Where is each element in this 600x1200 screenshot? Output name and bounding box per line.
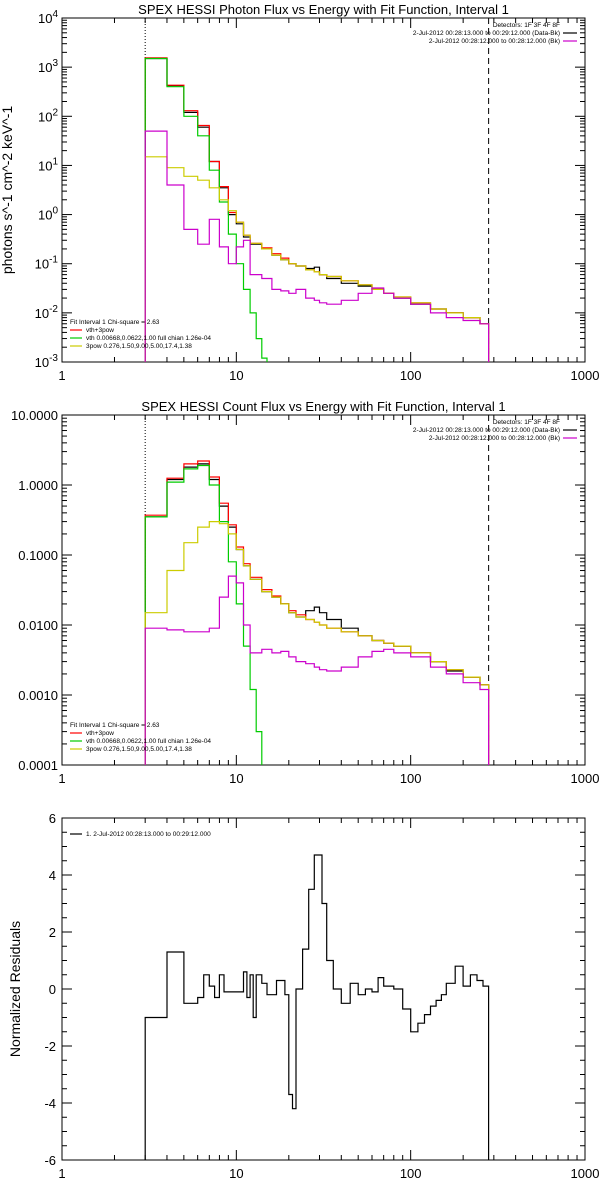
chart-title: SPEX HESSI Photon Flux vs Energy with Fi… xyxy=(138,2,509,17)
y-axis: 10-3 10-2 10-1 100 101 102 103 104 xyxy=(35,9,585,370)
y-axis: -6 -4 -2 0 2 4 6 xyxy=(44,811,585,1168)
legend-entry: 3pow 0.276,1.50,9.00,5.00,17.4,1.38 xyxy=(86,343,192,350)
x-tick-label: 1 xyxy=(58,771,65,786)
chart-panel-1: SPEX HESSI Photon Flux vs Energy with Fi… xyxy=(0,2,599,383)
x-tick-label: 10 xyxy=(229,1166,243,1181)
x-axis: 1 10 100 1000 xyxy=(58,18,599,383)
y-tick-label: 10-3 xyxy=(35,353,59,370)
y-tick-label: 100 xyxy=(38,206,58,223)
chart-panel-3: Normalized Residuals 1 10 100 1000 -6 -4 -2 0 2 4 6… xyxy=(7,811,599,1181)
legend-bottom-left: Fit Interval 1 Chi-square = 2.63vth+3pow… xyxy=(70,319,211,350)
legend-entry: 2-Jul-2012 00:28:13.000 to 00:29:12.000 … xyxy=(413,30,560,37)
plot-frame xyxy=(61,817,586,1161)
y-tick-label: 0.1000 xyxy=(18,548,58,563)
y-tick-label: 103 xyxy=(38,58,58,75)
legend-entry: Detectors: 1F 3F 4F 8F xyxy=(493,22,560,29)
series-line-4 xyxy=(144,156,490,362)
series-line-2 xyxy=(144,460,490,765)
y-tick-label: 0.0100 xyxy=(18,618,58,633)
y-tick-label: -4 xyxy=(44,1096,56,1111)
series-line-2 xyxy=(144,57,490,362)
y-tick-label: -6 xyxy=(44,1153,56,1168)
x-tick-label: 1000 xyxy=(571,1166,600,1181)
legend-top-right: Detectors: 1F 3F 4F 8F2-Jul-2012 00:28:1… xyxy=(413,419,577,442)
legend-entry: vth 0.00668,0.0622,1.00 full chian 1.26e… xyxy=(86,335,211,342)
legend-entry: Detectors: 1F 3F 4F 8F xyxy=(493,419,560,426)
y-tick-label: 10-1 xyxy=(35,255,59,272)
y-tick-label: 10-2 xyxy=(35,304,59,321)
x-tick-label: 1000 xyxy=(571,771,600,786)
legend-entry: Fit Interval 1 Chi-square = 2.63 xyxy=(70,319,160,326)
series-line-3 xyxy=(144,57,268,362)
chart-title: SPEX HESSI Count Flux vs Energy with Fit… xyxy=(141,399,505,414)
legend-entry: 2-Jul-2012 00:28:13.000 to 00:29:12.000 … xyxy=(413,427,560,434)
y-tick-label: 0.0001 xyxy=(18,758,58,773)
series-line-1 xyxy=(144,57,490,362)
x-tick-label: 10 xyxy=(229,771,243,786)
x-tick-label: 1 xyxy=(58,368,65,383)
legend-entry: 3pow 0.276,1.50,9.00,5.00,17.4,1.38 xyxy=(86,746,192,753)
y-tick-label: 4 xyxy=(49,868,56,883)
y-axis-label: photons s^-1 cm^-2 keV^-1 xyxy=(0,106,15,275)
series-line-5 xyxy=(144,130,490,362)
series-line-1 xyxy=(144,463,490,765)
y-tick-label: 1.0000 xyxy=(18,478,58,493)
legend-entry: vth+3pow xyxy=(86,730,114,737)
legend-entry: 1. 2-Jul-2012 00:28:13.000 to 00:29:12.0… xyxy=(86,831,211,838)
chart-panel-2: SPEX HESSI Count Flux vs Energy with Fit… xyxy=(11,399,599,786)
legend-bottom-left: Fit Interval 1 Chi-square = 2.63vth+3pow… xyxy=(70,722,211,753)
y-tick-label: 104 xyxy=(38,9,58,26)
x-tick-label: 100 xyxy=(400,368,422,383)
y-tick-label: 102 xyxy=(38,107,58,124)
y-tick-label: -2 xyxy=(44,1039,56,1054)
legend-entry: 2-Jul-2012 00:28:12.000 to 00:28:12.000 … xyxy=(429,38,560,45)
y-axis-label: Normalized Residuals xyxy=(7,921,23,1057)
y-axis: 0.0001 0.0010 0.0100 0.1000 1.0000 10.0000 xyxy=(11,408,585,773)
series-line-5 xyxy=(144,575,490,765)
plot-frame xyxy=(61,414,586,766)
legend-top-left: 1. 2-Jul-2012 00:28:13.000 to 00:29:12.0… xyxy=(70,831,211,838)
series-group xyxy=(144,854,490,1160)
x-tick-label: 1000 xyxy=(571,368,600,383)
legend-top-right: Detectors: 1F 3F 4F 8F2-Jul-2012 00:28:1… xyxy=(413,22,577,45)
x-axis: 1 10 100 1000 xyxy=(58,818,599,1181)
y-tick-label: 101 xyxy=(38,156,58,173)
legend-entry: vth 0.00668,0.0622,1.00 full chian 1.26e… xyxy=(86,738,211,745)
x-tick-label: 1 xyxy=(58,1166,65,1181)
series-line-1 xyxy=(144,854,490,1160)
x-tick-label: 100 xyxy=(400,771,422,786)
series-line-3 xyxy=(144,464,263,765)
x-tick-label: 10 xyxy=(229,368,243,383)
legend-entry: vth+3pow xyxy=(86,327,114,334)
series-line-4 xyxy=(144,521,490,765)
series-group xyxy=(144,460,490,765)
plot-frame xyxy=(61,17,586,363)
series-group xyxy=(144,57,490,362)
y-tick-label: 10.0000 xyxy=(11,408,58,423)
y-tick-label: 2 xyxy=(49,925,56,940)
legend-entry: Fit Interval 1 Chi-square = 2.63 xyxy=(70,722,160,729)
y-tick-label: 6 xyxy=(49,811,56,826)
x-tick-label: 100 xyxy=(400,1166,422,1181)
y-tick-label: 0.0010 xyxy=(18,688,58,703)
x-axis: 1 10 100 1000 xyxy=(58,415,599,786)
y-tick-label: 0 xyxy=(49,982,56,997)
legend-entry: 2-Jul-2012 00:28:12.000 to 00:28:12.000 … xyxy=(429,435,560,442)
